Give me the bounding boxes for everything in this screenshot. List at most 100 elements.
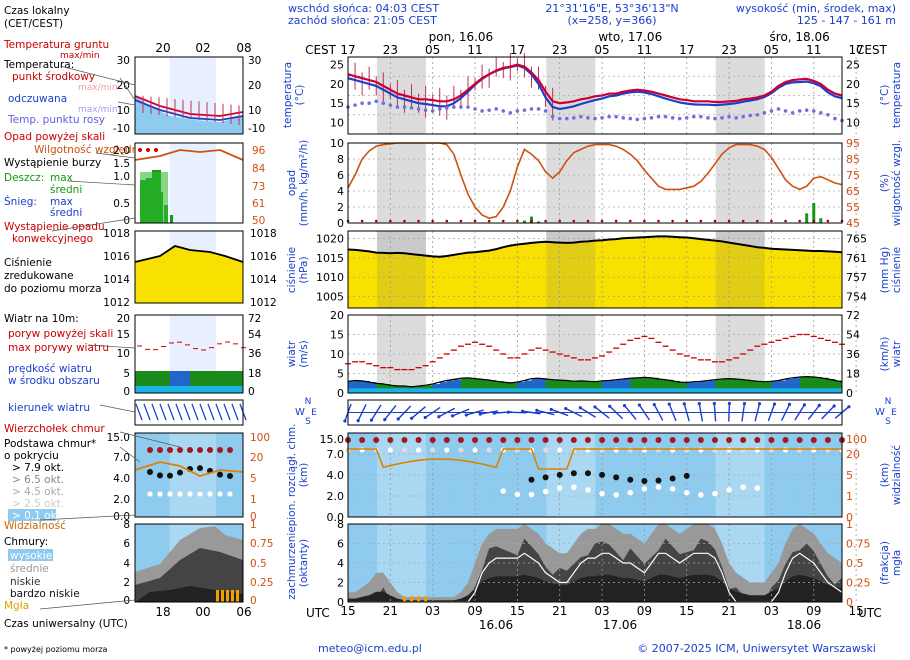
mini-wind-tick: 5 [123, 368, 130, 380]
prec-night-band [376, 143, 426, 223]
cloud-top-dot [599, 437, 606, 443]
vis-tick-label: 100 [846, 433, 867, 446]
dew-point-dot [642, 116, 647, 121]
mini-vis-tick: 5 [250, 473, 257, 485]
storm-marker [614, 219, 618, 223]
compass-w: W [295, 407, 305, 418]
mini-cover-tick: 4 [123, 558, 130, 570]
wind-direction-arrow-head [637, 403, 641, 407]
dew-point-dot [670, 116, 675, 120]
mini-cloud-base-dot [197, 465, 203, 472]
mini-cloud-tick: 7.0 [113, 452, 130, 464]
wind-speed-bar [348, 381, 356, 393]
mini-cloud-base-dot [227, 472, 233, 479]
mini-cover-tick: 2 [123, 577, 130, 589]
cloud-base-dot [472, 447, 478, 453]
cloud-base-dot [444, 447, 450, 453]
storm-marker [445, 219, 449, 223]
dew-point-dot [677, 116, 682, 121]
legend-storm: Wystąpienie burzy [4, 157, 101, 169]
dew-point-dot [353, 103, 357, 107]
legend-okt79: > 7.9 okt. [12, 462, 64, 474]
prec-tick-label: 10 [330, 137, 344, 150]
prec-panel-border [347, 142, 843, 224]
legend-max-gusts: max porywy wiatru [8, 342, 109, 354]
cloud-base-dot [415, 447, 422, 453]
wind-speed-bar [771, 381, 779, 393]
legend-rain-max: max [50, 172, 73, 184]
wind-speed-bar [792, 377, 801, 393]
mini-cloud-base-dot [177, 469, 183, 476]
fog-tick-label: 0.25 [846, 577, 871, 590]
temp-tick-label: 10 [846, 116, 860, 129]
cover-tick-label: 4 [337, 557, 344, 570]
legend-wind-speed2: w środku obszaru [8, 375, 100, 387]
wind-speed-bar [672, 380, 681, 393]
press-axis-title-left-line: ciśnienie [286, 247, 298, 293]
wind-speed-bar [799, 377, 808, 393]
mini-cloud-tick: 4.0 [113, 473, 130, 485]
mini-cover-tick: 6 [123, 538, 130, 550]
vis-tick-label: 1 [846, 490, 853, 503]
compass-e: E [311, 408, 317, 418]
storm-marker [501, 219, 505, 223]
cloud-axis-title-left: pion. rozciągł. chm. (km) [286, 424, 310, 527]
legend-maxmin1: max/min [78, 83, 118, 93]
cloud-axis-title-left-line: pion. rozciągł. chm. [286, 424, 298, 527]
mini-fog-tick: 0.75 [250, 538, 273, 550]
precip-axis-title-left-line: (mm/h, kg/m²/h) [298, 140, 310, 226]
wind-axis-title-right-line: wiatr [891, 340, 903, 367]
cloud-base-light-dot [641, 486, 648, 492]
cloud-base-dot [698, 447, 704, 453]
dew-point-dot [607, 114, 611, 119]
prec-tick-label: 2 [337, 201, 344, 214]
mini-fog-bar [231, 590, 234, 602]
hour-tick-cest: 11 [467, 43, 482, 57]
day-label-bottom: 18.06 [787, 618, 821, 632]
footer-email[interactable]: meteo@icm.edu.pl [318, 642, 422, 655]
mini-prec-border [134, 142, 244, 224]
legend-maxmin2: max/min [78, 105, 118, 115]
hour-tick-cest: 23 [552, 43, 567, 57]
wind-speed-bar [806, 376, 815, 393]
mini-bottom-hour: 06 [236, 605, 251, 619]
utc-label-right: UTC [858, 606, 882, 620]
storm-marker [699, 219, 703, 223]
hour-tick-cest: 23 [721, 43, 736, 57]
cloud-base-dot [641, 447, 648, 453]
cloud-base-dense-dot [613, 474, 620, 481]
dew-point-dot [564, 116, 569, 121]
hour-tick-utc: 21 [383, 604, 398, 618]
hour-tick-utc: 21 [721, 604, 736, 618]
mini-prec-tick: 0 [123, 215, 130, 227]
cloud-base-dense-dot [683, 472, 690, 479]
legend-local-time-sub: (CET/CEST) [4, 18, 63, 30]
wind-speed-bar [355, 380, 363, 393]
storm-marker [544, 219, 547, 223]
wind-direction-arrow-head [343, 419, 347, 423]
mini-cloud-light-dot [207, 491, 213, 497]
storm-marker [685, 219, 689, 223]
cloud-top-dot [641, 437, 648, 443]
press-tick-label: 1015 [316, 252, 344, 265]
dew-point-dot [381, 101, 386, 105]
dew-point-dot [360, 101, 364, 105]
wind-speed-bar [686, 382, 695, 393]
dew-point-dot [550, 114, 555, 119]
storm-marker [516, 219, 519, 223]
mini-prec-tick: 1.5 [113, 158, 130, 170]
mini-vis-tick: 0 [250, 511, 257, 523]
mini-top-hour: 02 [195, 41, 210, 55]
dew-point-dot [748, 113, 753, 118]
wind-speed-bar [785, 378, 794, 393]
fog-axis-title-right: (frakcja) mgła [879, 541, 903, 585]
mini-fog-bar [236, 590, 239, 602]
wind-direction-arrow [821, 405, 835, 420]
dew-point-dot [755, 112, 760, 117]
wind-direction-arrow [609, 405, 624, 420]
temp-axis-title-left-line: (°C) [294, 85, 306, 106]
wind-direction-arrow [668, 403, 677, 422]
dew-point-dot [367, 101, 371, 105]
precip-axis-title-left: opad (mm/h, kg/m²/h) [286, 140, 310, 226]
temp-tick-label: 25 [846, 59, 860, 72]
